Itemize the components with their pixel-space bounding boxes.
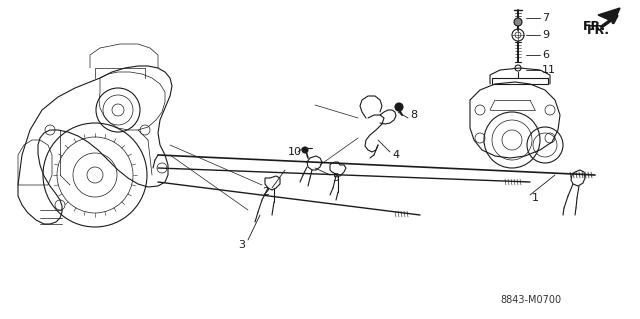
Text: 7: 7 bbox=[542, 13, 549, 23]
Text: FR.: FR. bbox=[587, 24, 610, 36]
Text: 8843-M0700: 8843-M0700 bbox=[500, 295, 561, 305]
Text: 4: 4 bbox=[392, 150, 399, 160]
Text: FR.: FR. bbox=[583, 19, 606, 33]
Text: 8: 8 bbox=[410, 110, 417, 120]
Text: 6: 6 bbox=[542, 50, 549, 60]
Circle shape bbox=[395, 103, 403, 111]
Text: 1: 1 bbox=[532, 193, 539, 203]
Text: 9: 9 bbox=[542, 30, 549, 40]
Polygon shape bbox=[598, 8, 620, 22]
Text: 11: 11 bbox=[542, 65, 556, 75]
Text: 3: 3 bbox=[238, 240, 245, 250]
Text: 5: 5 bbox=[332, 173, 339, 183]
Text: 10: 10 bbox=[288, 147, 302, 157]
Circle shape bbox=[514, 18, 522, 26]
Circle shape bbox=[302, 147, 308, 153]
Text: 2: 2 bbox=[262, 187, 269, 197]
